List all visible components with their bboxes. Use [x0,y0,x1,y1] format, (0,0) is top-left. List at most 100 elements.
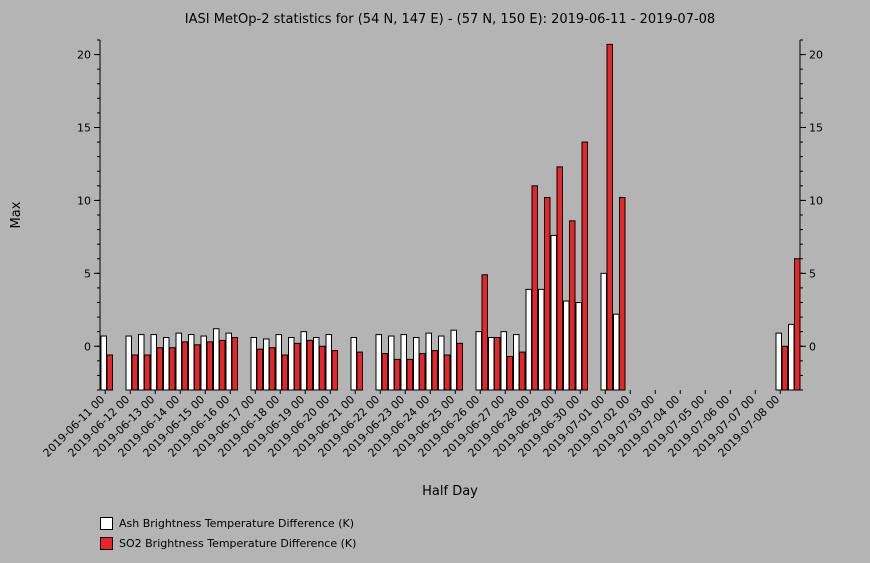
y-tick-label-left: 15 [77,122,91,135]
bar-ash [788,323,795,391]
bar-so2 [381,353,388,391]
legend: Ash Brightness Temperature Difference (K… [100,513,356,553]
bar-so2 [794,258,801,391]
legend-swatch-ash [100,516,113,530]
y-axis-label: Max [9,201,24,228]
y-tick-label-left: 0 [84,340,91,353]
bar-ash [175,332,182,391]
bar-so2 [131,354,138,391]
bar-ash [125,335,132,391]
bar-ash [188,334,195,391]
bar-so2 [781,345,788,391]
bar-ash [163,337,170,391]
bar-so2 [606,43,613,391]
bar-ash [288,337,295,391]
bar-so2 [231,337,238,391]
bar-ash [538,288,545,391]
bar-so2 [281,354,288,391]
bar-ash [613,313,620,391]
y-tick-label-left: 5 [84,267,91,280]
bar-ash [475,331,482,391]
y-tick-label-right: 10 [809,194,823,207]
bar-ash [513,334,520,391]
bar-so2 [219,339,226,391]
bar-so2 [269,347,276,391]
y-tick-label-right: 15 [809,122,823,135]
y-tick-label-right: 20 [809,49,823,62]
legend-item-ash: Ash Brightness Temperature Difference (K… [100,513,356,533]
bar-so2 [356,351,363,391]
bar-ash [250,337,257,391]
bar-ash [438,335,445,391]
bar-ash [450,329,457,391]
bar-ash [225,332,232,391]
bar-ash [325,334,332,391]
bar-ash [138,334,145,391]
bar-so2 [194,344,201,391]
bar-ash [400,334,407,391]
bar-so2 [444,354,451,391]
y-tick-label-left: 20 [77,49,91,62]
bar-so2 [206,341,213,391]
legend-item-so2: SO2 Brightness Temperature Difference (K… [100,533,356,553]
bar-so2 [419,353,426,391]
bar-so2 [319,345,326,391]
bar-ash [100,335,107,391]
bar-ash [500,331,507,391]
bars [100,43,801,391]
bar-so2 [181,341,188,391]
bar-so2 [169,347,176,391]
chart-title: IASI MetOp-2 statistics for (54 N, 147 E… [185,12,715,27]
axes: 0 0 5 5 10 10 15 15 20 20 [77,39,823,391]
legend-label-so2: SO2 Brightness Temperature Difference (K… [119,536,357,550]
bar-ash [600,272,607,391]
bar-so2 [106,354,113,391]
bar-ash [775,332,782,391]
bar-so2 [556,166,563,391]
bar-ash [575,302,582,391]
bar-ash [550,234,557,391]
bar-so2 [294,342,301,391]
bar-ash [375,334,382,391]
y-tick-label-right: 5 [809,267,816,280]
bar-so2 [406,358,413,391]
bar-so2 [481,274,488,391]
bar-ash [313,337,320,391]
bar-so2 [306,339,313,391]
bar-so2 [494,337,501,391]
bar-ash [350,337,357,391]
bar-so2 [519,351,526,391]
bar-ash [263,338,270,391]
bar-so2 [569,220,576,391]
legend-label-ash: Ash Brightness Temperature Difference (K… [119,516,354,530]
bar-ash [300,331,307,391]
bar-so2 [431,350,438,391]
bar-ash [388,335,395,391]
bar-ash [488,337,495,391]
bar-so2 [544,197,551,391]
y-tick-label-left: 10 [77,194,91,207]
x-axis-label: Half Day [422,484,478,499]
bar-so2 [156,347,163,391]
bar-ash [525,288,532,391]
bar-ash [200,335,207,391]
bar-ash [425,332,432,391]
bar-ash [213,328,220,391]
bar-so2 [331,350,338,391]
bar-so2 [144,354,151,391]
legend-swatch-so2 [100,536,113,550]
bar-so2 [581,141,588,391]
bar-ash [275,334,282,391]
bar-so2 [531,185,538,391]
bar-so2 [456,342,463,391]
bar-ash [563,300,570,391]
bar-so2 [394,358,401,391]
bar-so2 [506,355,513,391]
y-tick-label-right: 0 [809,340,816,353]
bar-ash [150,334,157,391]
bar-so2 [256,348,263,391]
bar-so2 [619,197,626,391]
bar-ash [413,337,420,391]
